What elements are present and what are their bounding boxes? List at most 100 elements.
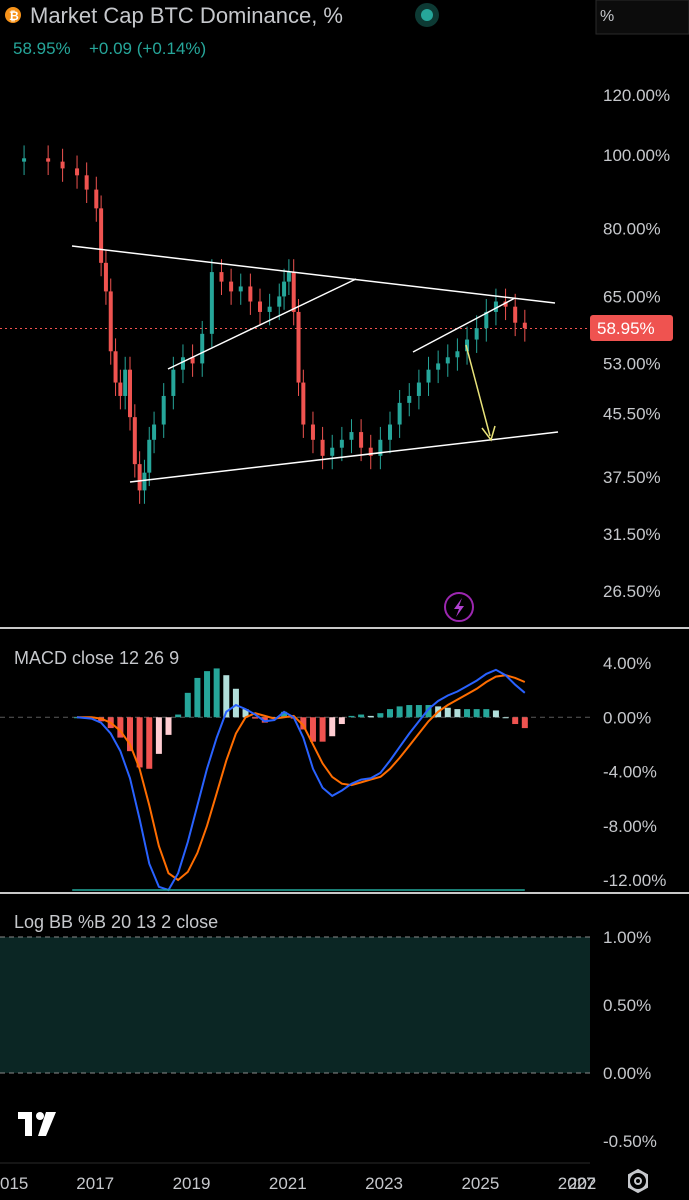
candle-body	[22, 158, 27, 162]
histogram-bar	[252, 717, 259, 719]
candle-body	[301, 382, 306, 425]
histogram-bar	[300, 717, 307, 730]
x-tick-label: 2017	[76, 1174, 114, 1193]
x-tick-label: 2019	[173, 1174, 211, 1193]
histogram-bar	[329, 717, 336, 737]
gear-icon[interactable]	[628, 1168, 648, 1194]
histogram-bar	[406, 705, 413, 718]
x-tick-label: 2025	[461, 1174, 499, 1193]
candle-body	[99, 208, 104, 263]
histogram-bar	[281, 711, 288, 718]
histogram-bar	[146, 717, 153, 769]
bb-pane[interactable]: 1.00% 0.50% 0.00% -0.50%	[0, 889, 657, 1151]
candle-body	[484, 311, 489, 329]
candle-body	[368, 447, 373, 456]
candle-body	[522, 322, 527, 329]
histogram-bar	[261, 717, 268, 723]
histogram-bar	[319, 717, 326, 742]
band-fill	[0, 937, 590, 1073]
bitcoin-glyph: ₿	[9, 9, 19, 23]
candle-body	[330, 447, 335, 456]
candle-body	[152, 424, 157, 440]
x-tick-label: 202	[568, 1174, 596, 1193]
candle-body	[474, 328, 479, 340]
bb-y-tick-label: 0.00%	[603, 1064, 651, 1083]
y-tick-label: 120.00%	[603, 86, 670, 105]
macd-title: MACD close 12 26 9	[14, 648, 179, 668]
price-change: +0.09 (+0.14%)	[89, 39, 206, 58]
histogram-bar	[117, 717, 124, 738]
histogram-bar	[348, 715, 355, 718]
candle-body	[118, 382, 123, 396]
histogram-bar	[521, 717, 528, 729]
macd-y-tick-label: 4.00%	[603, 654, 651, 673]
candle-body	[277, 296, 282, 307]
unit-button[interactable]	[595, 0, 689, 35]
lower-ascending-trendline	[129, 431, 559, 483]
histogram-bar	[175, 714, 182, 718]
histogram-bar	[184, 692, 191, 718]
projection-arrowhead	[481, 425, 496, 442]
candle-body	[296, 311, 301, 383]
histogram-bar	[464, 709, 471, 718]
y-tick-label: 65.00%	[603, 287, 661, 306]
candle-body	[171, 369, 176, 396]
macd-pane[interactable]: 4.00% 0.00% -4.00% -8.00% -12.00%	[0, 654, 666, 892]
candle-body	[339, 439, 344, 448]
candle-body	[258, 301, 262, 312]
candle-body	[426, 369, 431, 383]
x-tick-label: 2027	[558, 1174, 596, 1193]
candle-body	[503, 301, 508, 307]
candle-body	[436, 363, 441, 370]
histogram-bar	[338, 717, 345, 725]
histogram-bar	[194, 677, 201, 718]
macd-y-tick-label: 0.00%	[603, 708, 651, 727]
candle-body	[349, 432, 354, 440]
histogram-bar	[213, 668, 220, 718]
candle-body	[310, 424, 315, 440]
histogram-bar	[309, 717, 316, 742]
histogram-bar	[136, 717, 143, 768]
macd-line	[76, 668, 526, 892]
candle-body	[147, 439, 152, 473]
candle-body	[123, 369, 128, 396]
y-tick-label: 37.50%	[603, 468, 661, 487]
candle-body	[137, 464, 142, 491]
candle-body	[46, 158, 51, 162]
histogram-bar	[367, 715, 374, 718]
candle-body	[142, 472, 147, 491]
macd-y-tick-label: -8.00%	[603, 817, 657, 836]
candle-body	[291, 272, 296, 312]
histogram-bar	[127, 717, 133, 752]
x-tick-label: 015	[0, 1174, 28, 1193]
bb-y-tick-label: -0.50%	[603, 1132, 657, 1151]
histogram-bar	[512, 717, 519, 725]
inner-channel-line-right	[412, 297, 516, 353]
candle-body	[84, 175, 89, 190]
histogram-bar	[387, 709, 393, 718]
signal-line	[77, 674, 526, 882]
y-tick-label: 53.00%	[603, 354, 661, 373]
candle-body	[493, 301, 498, 312]
price-pane[interactable]: 120.00% 100.00% 80.00% 65.00% 53.00% 45.50% 37…	[0, 86, 670, 601]
bb-title: Log BB %B 20 13 2 close	[14, 912, 218, 932]
y-tick-label: 26.50%	[603, 582, 661, 601]
bb-y-tick-label: 0.50%	[603, 996, 651, 1015]
y-tick-label: 100.00%	[603, 146, 670, 165]
histogram-bar	[396, 706, 403, 718]
price-badge-label: 58.95%	[597, 319, 655, 338]
bb-y-tick-label: 1.00%	[603, 928, 651, 947]
lightning-icon[interactable]	[444, 592, 474, 622]
x-tick-label: 2021	[269, 1174, 307, 1193]
candle-body	[219, 272, 224, 282]
candle-body	[94, 189, 99, 209]
price-badge	[590, 315, 673, 341]
y-tick-label: 80.00%	[603, 219, 661, 238]
candle-body	[200, 333, 205, 364]
histogram-bar	[242, 709, 249, 718]
candle-body	[513, 306, 518, 323]
candle-body	[397, 402, 402, 425]
candle-body	[388, 424, 392, 440]
